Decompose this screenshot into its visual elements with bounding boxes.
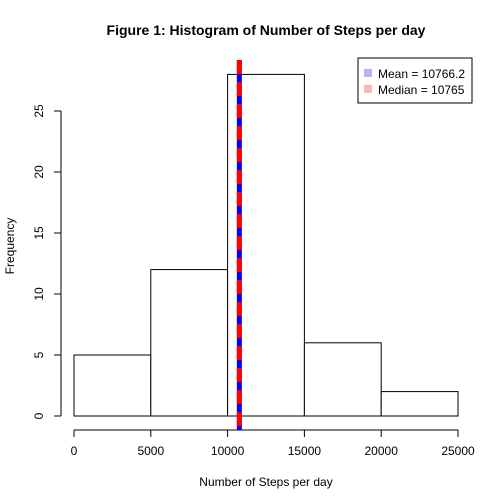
- legend-label: Median = 10765: [378, 83, 465, 97]
- y-tick-label: 0: [32, 412, 46, 419]
- y-tick-label: 25: [32, 104, 46, 118]
- chart-title: Figure 1: Histogram of Number of Steps p…: [107, 22, 426, 38]
- x-tick-label: 0: [71, 444, 78, 458]
- histogram-bar: [73, 354, 152, 417]
- y-axis: 0 5 10 15 20 25: [32, 104, 62, 419]
- histogram-bar: [150, 269, 229, 417]
- legend-box: [357, 57, 473, 104]
- histogram-bar: [303, 342, 382, 417]
- y-tick-label: 10: [32, 287, 46, 301]
- x-axis-label: Number of Steps per day: [199, 475, 332, 489]
- bars-group: [73, 73, 459, 417]
- y-axis-label: Frequency: [3, 218, 17, 275]
- legend: Mean = 10766.2 Median = 10765: [357, 57, 473, 104]
- y-tick-label: 20: [32, 165, 46, 179]
- legend-swatch: [364, 69, 372, 77]
- x-tick-label: 15000: [288, 444, 322, 458]
- x-tick-label: 25000: [441, 444, 475, 458]
- x-tick-label: 5000: [137, 444, 164, 458]
- y-tick-label: 15: [32, 226, 46, 240]
- x-tick-label: 20000: [365, 444, 399, 458]
- y-tick-label: 5: [32, 351, 46, 358]
- x-axis: 0 5000 10000 15000 20000 25000: [71, 429, 475, 458]
- legend-label: Mean = 10766.2: [378, 67, 465, 81]
- x-tick-label: 10000: [211, 444, 245, 458]
- legend-swatch: [364, 85, 372, 93]
- histogram-bar: [380, 391, 459, 417]
